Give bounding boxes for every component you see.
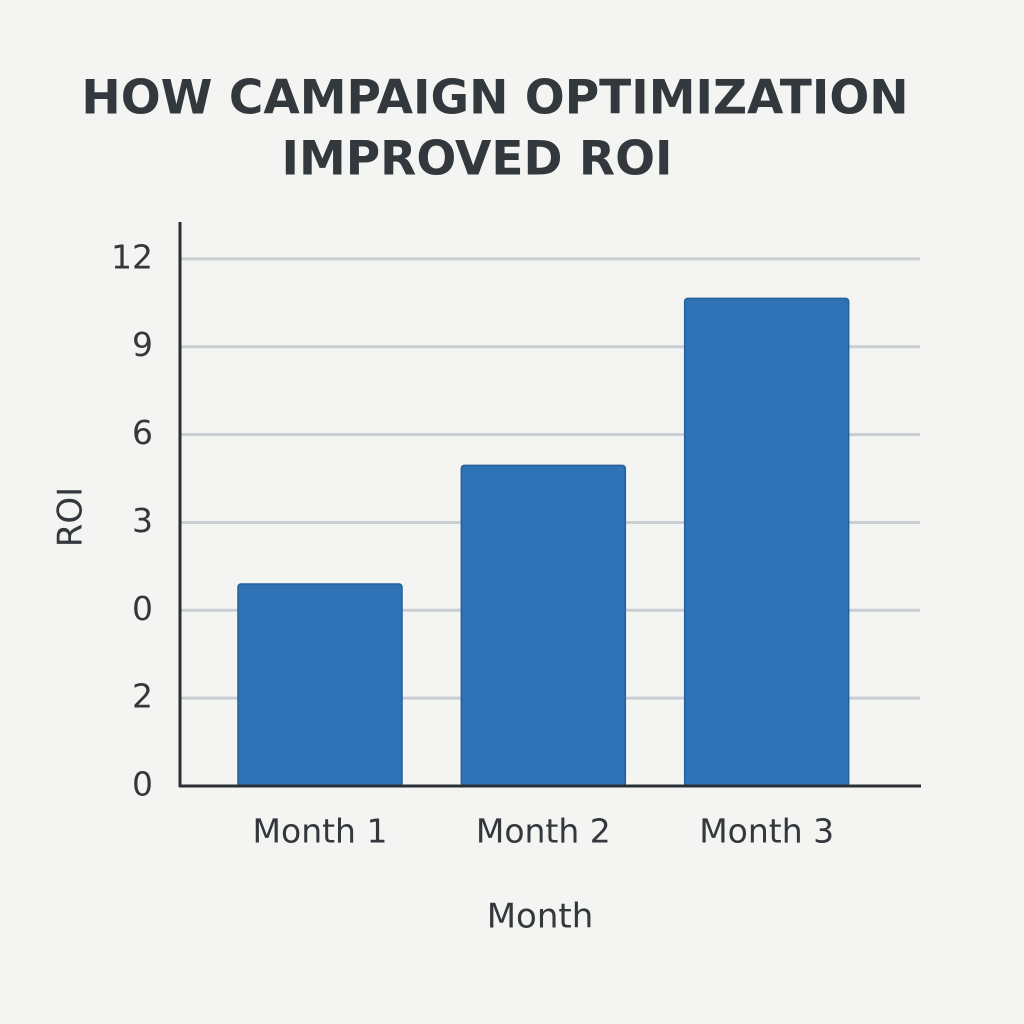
y-axis-label: ROI xyxy=(51,487,91,547)
y-tick-label: 9 xyxy=(132,325,153,364)
x-tick-label: Month 1 xyxy=(253,812,388,851)
bar xyxy=(237,583,403,787)
chart-title: IMPROVED ROI xyxy=(281,132,672,187)
bar xyxy=(460,464,627,787)
y-tick-label: 3 xyxy=(132,501,153,540)
x-tick-label: Month 2 xyxy=(476,812,611,851)
bar xyxy=(683,297,850,787)
chart-title: HOW CAMPAIGN OPTIMIZATION xyxy=(81,71,908,126)
bars xyxy=(237,297,850,787)
y-tick-label: 6 xyxy=(132,413,153,452)
y-tick-label: 0 xyxy=(132,765,153,804)
y-tick-label: 2 xyxy=(132,677,153,716)
x-tick-label: Month 3 xyxy=(699,812,834,851)
y-tick-label: 0 xyxy=(132,589,153,628)
x-axis-label: Month xyxy=(487,897,594,937)
y-tick-label: 12 xyxy=(111,237,153,276)
